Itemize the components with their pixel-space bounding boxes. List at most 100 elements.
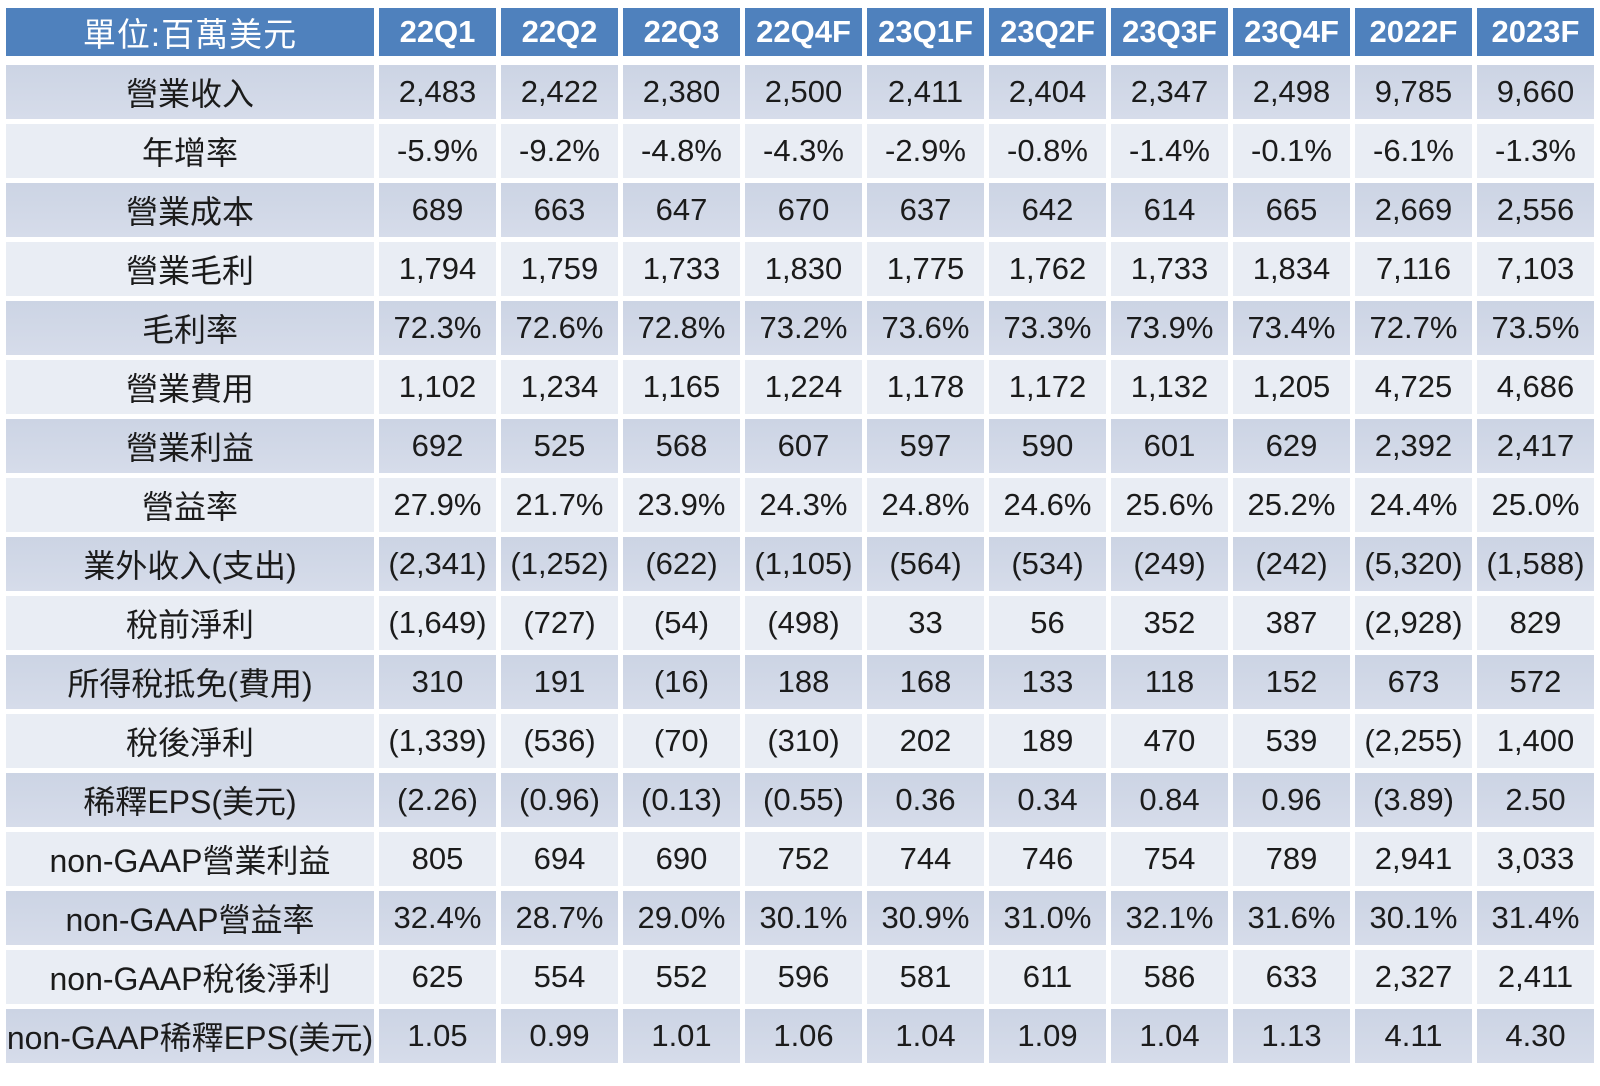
value-cell: 1,762: [989, 242, 1106, 296]
table-row: 營益率 27.9% 21.7% 23.9% 24.3% 24.8% 24.6% 25.6% 25…: [6, 478, 1594, 532]
column-header-23Q4F: 23Q4F: [1233, 8, 1350, 60]
value-cell: 72.6%: [501, 301, 618, 355]
value-cell: 2,556: [1477, 183, 1594, 237]
value-cell: 633: [1233, 950, 1350, 1004]
column-header-23Q1F: 23Q1F: [867, 8, 984, 60]
table-row: 營業費用 1,102 1,234 1,165 1,224 1,178 1,172 1,132 1…: [6, 360, 1594, 414]
value-cell: 568: [623, 419, 740, 473]
column-header-2023F: 2023F: [1477, 8, 1594, 60]
value-cell: 188: [745, 655, 862, 709]
value-cell: 1,834: [1233, 242, 1350, 296]
table-row: non-GAAP稅後淨利 625 554 552 596 581 611 586 633 2,32…: [6, 950, 1594, 1004]
value-cell: 73.4%: [1233, 301, 1350, 355]
value-cell: 310: [379, 655, 496, 709]
value-cell: 754: [1111, 832, 1228, 886]
value-cell: 746: [989, 832, 1106, 886]
row-label: 所得稅抵免(費用): [6, 655, 374, 709]
value-cell: -0.8%: [989, 124, 1106, 178]
value-cell: 1.06: [745, 1009, 862, 1063]
value-cell: 189: [989, 714, 1106, 768]
value-cell: 191: [501, 655, 618, 709]
value-cell: -1.4%: [1111, 124, 1228, 178]
value-cell: 1,132: [1111, 360, 1228, 414]
value-cell: 24.3%: [745, 478, 862, 532]
value-cell: 805: [379, 832, 496, 886]
financial-table: 單位:百萬美元 22Q1 22Q2 22Q3 22Q4F 23Q1F 23Q2F 23Q3F…: [1, 3, 1599, 1068]
value-cell: 56: [989, 596, 1106, 650]
value-cell: 23.9%: [623, 478, 740, 532]
column-header-22Q2: 22Q2: [501, 8, 618, 60]
value-cell: 72.7%: [1355, 301, 1472, 355]
value-cell: 73.6%: [867, 301, 984, 355]
value-cell: 690: [623, 832, 740, 886]
row-label: 稅前淨利: [6, 596, 374, 650]
value-cell: 625: [379, 950, 496, 1004]
value-cell: (564): [867, 537, 984, 591]
value-cell: 4,725: [1355, 360, 1472, 414]
value-cell: -9.2%: [501, 124, 618, 178]
value-cell: 27.9%: [379, 478, 496, 532]
row-label: non-GAAP稅後淨利: [6, 950, 374, 1004]
table-row: non-GAAP營業利益 805 694 690 752 744 746 754 789 2,94…: [6, 832, 1594, 886]
column-header-23Q3F: 23Q3F: [1111, 8, 1228, 60]
value-cell: (536): [501, 714, 618, 768]
value-cell: 9,660: [1477, 65, 1594, 119]
value-cell: 118: [1111, 655, 1228, 709]
value-cell: (5,320): [1355, 537, 1472, 591]
table-row: 營業毛利 1,794 1,759 1,733 1,830 1,775 1,762 1,733 1…: [6, 242, 1594, 296]
value-cell: 3,033: [1477, 832, 1594, 886]
value-cell: 2.50: [1477, 773, 1594, 827]
value-cell: 24.6%: [989, 478, 1106, 532]
value-cell: 1.04: [1111, 1009, 1228, 1063]
value-cell: 607: [745, 419, 862, 473]
value-cell: (249): [1111, 537, 1228, 591]
value-cell: (70): [623, 714, 740, 768]
value-cell: 202: [867, 714, 984, 768]
value-cell: 554: [501, 950, 618, 1004]
value-cell: (1,339): [379, 714, 496, 768]
value-cell: 601: [1111, 419, 1228, 473]
value-cell: 2,392: [1355, 419, 1472, 473]
value-cell: (2,255): [1355, 714, 1472, 768]
value-cell: 133: [989, 655, 1106, 709]
value-cell: 2,422: [501, 65, 618, 119]
value-cell: 611: [989, 950, 1106, 1004]
value-cell: (3.89): [1355, 773, 1472, 827]
value-cell: -0.1%: [1233, 124, 1350, 178]
value-cell: 539: [1233, 714, 1350, 768]
value-cell: 2,411: [1477, 950, 1594, 1004]
value-cell: 73.3%: [989, 301, 1106, 355]
value-cell: 168: [867, 655, 984, 709]
value-cell: 689: [379, 183, 496, 237]
value-cell: 30.9%: [867, 891, 984, 945]
row-label: 營業成本: [6, 183, 374, 237]
value-cell: 1,234: [501, 360, 618, 414]
value-cell: -4.3%: [745, 124, 862, 178]
table-row: 營業收入 2,483 2,422 2,380 2,500 2,411 2,404 2,347 2…: [6, 65, 1594, 119]
table-row: 業外收入(支出) (2,341) (1,252) (622) (1,105) (564)(…: [6, 537, 1594, 591]
value-cell: (0.96): [501, 773, 618, 827]
value-cell: 1.05: [379, 1009, 496, 1063]
value-cell: 525: [501, 419, 618, 473]
value-cell: 614: [1111, 183, 1228, 237]
value-cell: 24.8%: [867, 478, 984, 532]
value-cell: 31.4%: [1477, 891, 1594, 945]
value-cell: 352: [1111, 596, 1228, 650]
value-cell: 470: [1111, 714, 1228, 768]
row-label: 年增率: [6, 124, 374, 178]
column-header-22Q4F: 22Q4F: [745, 8, 862, 60]
value-cell: (1,105): [745, 537, 862, 591]
value-cell: 1,172: [989, 360, 1106, 414]
table-row: 稅後淨利 (1,339) (536) (70) (310) 202 189 470 539 (2,…: [6, 714, 1594, 768]
table-row: 營業利益 692 525 568 607 597 590 601 629 2,392 2,417: [6, 419, 1594, 473]
column-header-2022F: 2022F: [1355, 8, 1472, 60]
table-row: 年增率 -5.9% -9.2% -4.8% -4.3% -2.9% -0.8% -1.4% -0…: [6, 124, 1594, 178]
value-cell: -6.1%: [1355, 124, 1472, 178]
table-row: 營業成本 689 663 647 670 637 642 614 665 2,669 2,556: [6, 183, 1594, 237]
value-cell: 596: [745, 950, 862, 1004]
value-cell: 2,941: [1355, 832, 1472, 886]
row-label: 業外收入(支出): [6, 537, 374, 591]
value-cell: 581: [867, 950, 984, 1004]
row-label: 營業費用: [6, 360, 374, 414]
